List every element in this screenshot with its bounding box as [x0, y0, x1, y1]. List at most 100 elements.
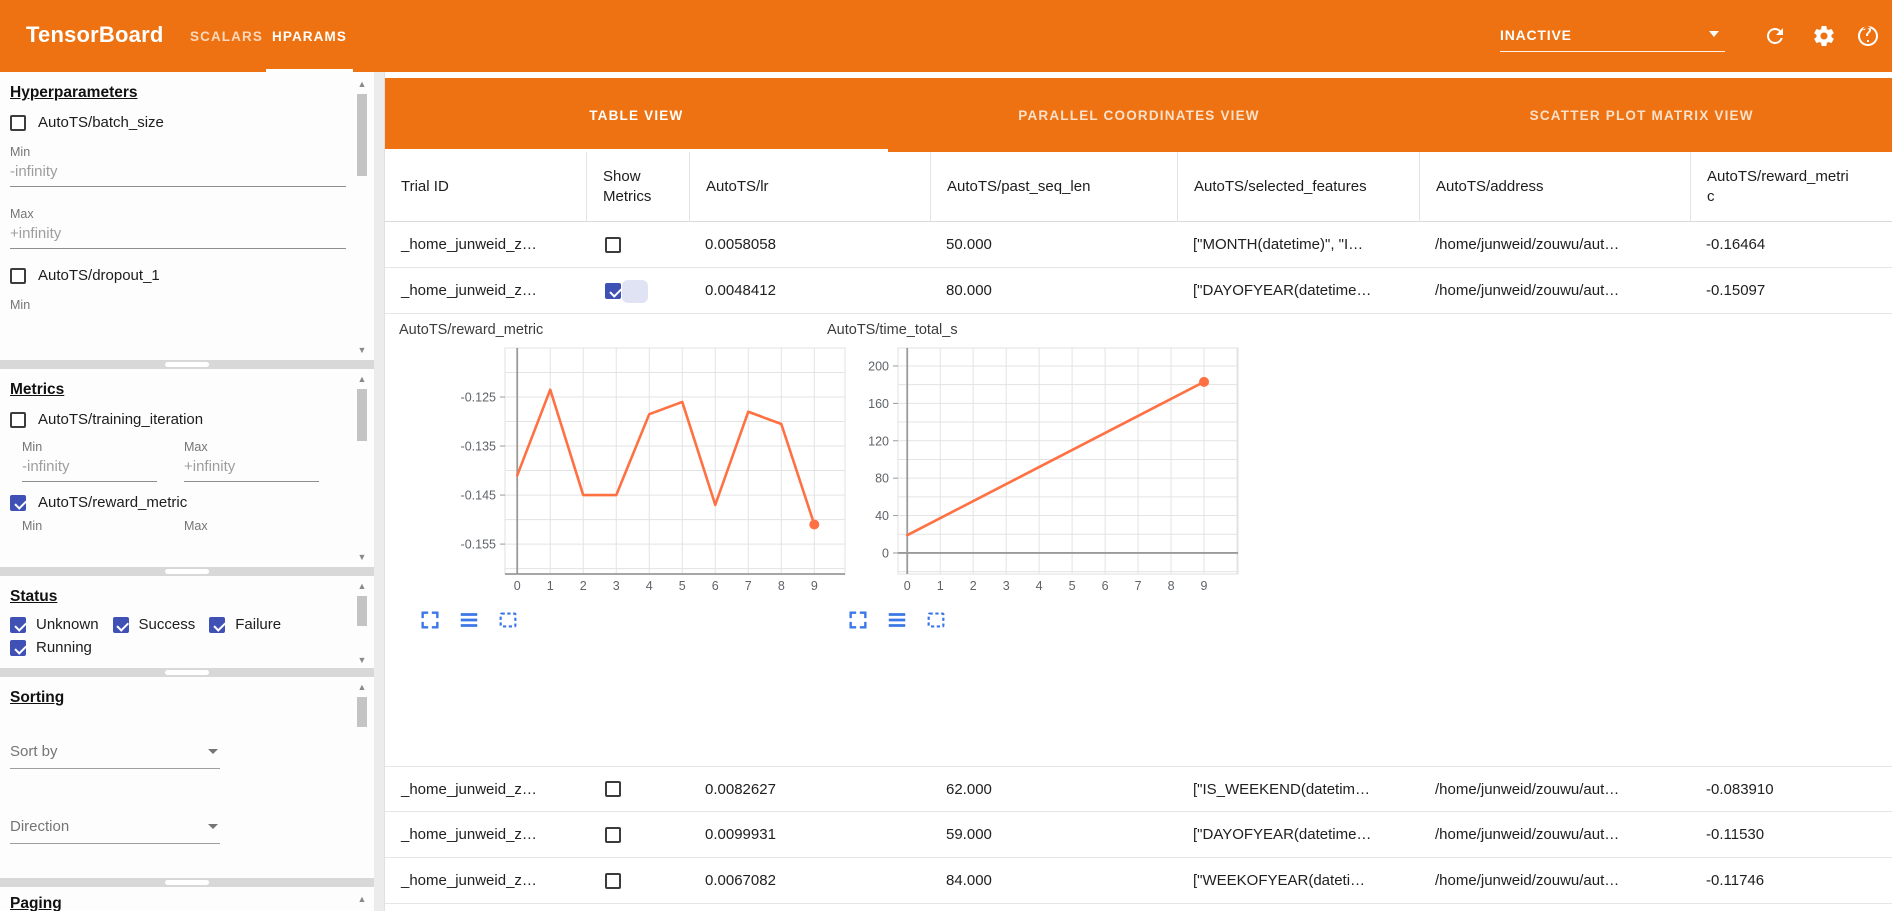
hyperparameters-scrollbar[interactable]: ▲ ▼	[356, 72, 368, 360]
view-data-icon[interactable]	[458, 609, 480, 631]
view-data-icon[interactable]	[886, 609, 908, 631]
scrollbar-thumb[interactable]	[357, 389, 367, 441]
scroll-down-icon[interactable]: ▼	[357, 552, 367, 562]
hparam-item-batch-size[interactable]: AutoTS/batch_size	[10, 114, 360, 131]
sidebar-section-paging: Paging ▲	[0, 887, 374, 911]
failure-checkbox[interactable]	[209, 616, 226, 633]
tab-hparams[interactable]: HPARAMS	[266, 0, 353, 72]
sort-by-select[interactable]: Sort by	[10, 737, 220, 769]
direction-select[interactable]: Direction	[10, 812, 220, 844]
column-header-address[interactable]: AutoTS/address	[1419, 152, 1690, 222]
scroll-up-icon[interactable]: ▲	[357, 374, 367, 384]
scrollbar-thumb[interactable]	[357, 697, 367, 727]
lr-cell: 0.0067082	[705, 872, 776, 889]
status-option-success[interactable]: Success	[112, 616, 195, 633]
section-resize-handle[interactable]	[0, 878, 374, 887]
show-metrics-checkbox[interactable]	[605, 282, 621, 299]
dropout-1-checkbox[interactable]	[10, 267, 26, 284]
status-scrollbar[interactable]: ▲ ▼	[356, 576, 368, 668]
trial-id-cell: _home_junweid_z…	[401, 282, 537, 299]
column-header-show-metrics[interactable]: Show Metrics	[586, 152, 689, 222]
column-header-past-seq-len[interactable]: AutoTS/past_seq_len	[930, 152, 1177, 222]
training-iteration-min-input[interactable]	[22, 454, 157, 482]
svg-text:2: 2	[580, 579, 587, 593]
maximize-icon[interactable]	[419, 609, 441, 631]
table-row[interactable]: _home_junweid_z… 0.0067082 84.000 ["WEEK…	[385, 858, 1892, 904]
selection-zoom-icon[interactable]	[497, 609, 519, 631]
time-total-chart: AutoTS/time_total_s 0 40 80 120 160 200 0 1 2 3 4 5…	[827, 314, 1257, 631]
table-rows-top: _home_junweid_z… 0.0058058 50.000 ["MONT…	[385, 222, 1892, 314]
hyperparameters-heading: Hyperparameters	[10, 84, 138, 101]
batch-size-max-input[interactable]	[10, 221, 346, 249]
maximize-icon[interactable]	[847, 609, 869, 631]
table-row[interactable]: _home_junweid_z… 0.0082627 62.000 ["IS_W…	[385, 766, 1892, 812]
training-iteration-max-input[interactable]	[184, 454, 319, 482]
tab-table-view[interactable]: TABLE VIEW	[385, 78, 888, 152]
column-header-selected-features[interactable]: AutoTS/selected_features	[1177, 152, 1419, 222]
section-resize-handle[interactable]	[0, 567, 374, 576]
metric-item-reward-metric[interactable]: AutoTS/reward_metric	[10, 494, 360, 511]
table-row[interactable]: _home_junweid_z… 0.0058058 50.000 ["MONT…	[385, 222, 1892, 268]
column-header-lr[interactable]: AutoTS/lr	[689, 152, 930, 222]
tab-scalars[interactable]: SCALARS	[190, 28, 263, 44]
show-metrics-checkbox[interactable]	[605, 872, 621, 889]
svg-text:0: 0	[882, 546, 889, 560]
scrollbar-thumb[interactable]	[357, 596, 367, 626]
reward-metric-line-chart[interactable]: -0.125 -0.135 -0.145 -0.155 0 1 2 3 4 5 6 7 8 9	[447, 344, 847, 594]
svg-text:1: 1	[547, 579, 554, 593]
scroll-up-icon[interactable]: ▲	[357, 682, 367, 692]
svg-text:6: 6	[712, 579, 719, 593]
show-metrics-checkbox[interactable]	[605, 826, 621, 843]
app-title: TensorBoard	[26, 22, 164, 47]
column-header-trial-id[interactable]: Trial ID	[401, 177, 449, 195]
scroll-up-icon[interactable]: ▲	[357, 894, 367, 904]
unknown-checkbox[interactable]	[10, 616, 26, 633]
status-heading: Status	[10, 588, 58, 605]
scroll-up-icon[interactable]: ▲	[357, 581, 367, 591]
table-row[interactable]: _home_junweid_z… 0.0099931 59.000 ["DAYO…	[385, 812, 1892, 858]
svg-text:4: 4	[1036, 579, 1043, 593]
svg-text:7: 7	[1135, 579, 1142, 593]
batch-size-checkbox[interactable]	[10, 114, 26, 131]
success-checkbox[interactable]	[112, 616, 129, 633]
sorting-scrollbar[interactable]: ▲	[356, 677, 368, 878]
batch-size-min-input[interactable]	[10, 159, 346, 187]
reward-metric-checkbox[interactable]	[10, 494, 26, 511]
run-status-select[interactable]: INACTIVE	[1500, 18, 1725, 52]
past-seq-len-cell: 59.000	[946, 826, 992, 843]
column-header-reward-metric[interactable]: AutoTS/reward_metric	[1690, 152, 1892, 222]
hparam-item-dropout-1[interactable]: AutoTS/dropout_1	[10, 267, 360, 284]
training-iteration-checkbox[interactable]	[10, 411, 26, 428]
expanded-metrics-panel: AutoTS/reward_metric -0.125 -0.135 -0.145-…	[385, 314, 1892, 766]
refresh-icon[interactable]	[1763, 24, 1787, 48]
tab-scatter-plot-matrix-view[interactable]: SCATTER PLOT MATRIX VIEW	[1529, 107, 1754, 123]
scroll-down-icon[interactable]: ▼	[357, 345, 367, 355]
reward-metric-cell: -0.15097	[1706, 282, 1766, 299]
status-option-running[interactable]: Running	[10, 639, 92, 656]
min-label: Min	[10, 298, 31, 312]
settings-gear-icon[interactable]	[1812, 24, 1836, 48]
status-option-unknown[interactable]: Unknown	[10, 616, 99, 633]
section-resize-handle[interactable]	[0, 668, 374, 677]
svg-text:-0.145: -0.145	[461, 489, 496, 503]
selection-zoom-icon[interactable]	[925, 609, 947, 631]
show-metrics-checkbox[interactable]	[605, 236, 621, 253]
past-seq-len-cell: 50.000	[946, 236, 992, 253]
scrollbar-thumb[interactable]	[357, 94, 367, 176]
help-icon[interactable]	[1856, 24, 1880, 48]
paging-scrollbar[interactable]: ▲	[356, 887, 368, 911]
metrics-scrollbar[interactable]: ▲ ▼	[356, 369, 368, 567]
time-total-line-chart[interactable]: 0 40 80 120 160 200 0 1 2 3 4 5 6 7 8 9	[840, 344, 1240, 594]
show-metrics-checkbox[interactable]	[605, 781, 621, 797]
scroll-down-icon[interactable]: ▼	[357, 655, 367, 665]
table-row[interactable]: _home_junweid_z… 0.0048412 80.000 ["DAYO…	[385, 268, 1892, 314]
section-resize-handle[interactable]	[0, 360, 374, 369]
status-option-failure[interactable]: Failure	[209, 616, 281, 633]
lr-cell: 0.0048412	[705, 282, 776, 299]
selected-features-cell: ["DAYOFYEAR(datetime…	[1193, 826, 1372, 843]
running-checkbox[interactable]	[10, 639, 26, 656]
tab-parallel-coordinates-view[interactable]: PARALLEL COORDINATES VIEW	[1018, 107, 1260, 123]
scroll-up-icon[interactable]: ▲	[357, 79, 367, 89]
svg-text:8: 8	[778, 579, 785, 593]
metric-item-training-iteration[interactable]: AutoTS/training_iteration	[10, 411, 360, 428]
